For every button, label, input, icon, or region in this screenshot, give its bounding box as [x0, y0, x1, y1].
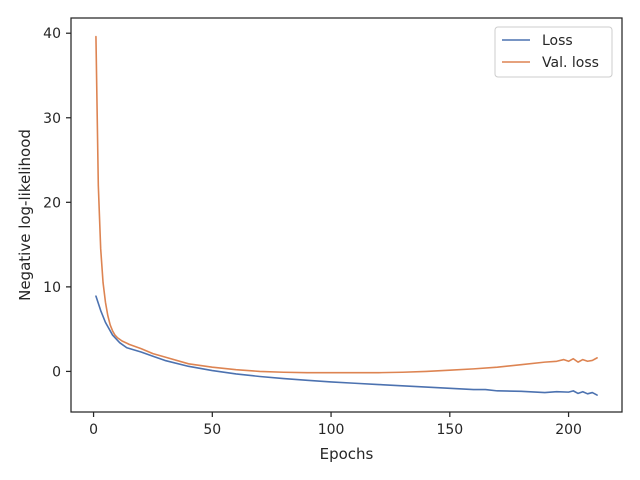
- series-line-0: [95, 295, 598, 396]
- series-layer: [95, 35, 598, 396]
- y-tick-label-2: 20: [43, 195, 61, 211]
- y-tick-label-4: 40: [43, 26, 61, 42]
- y-axis-label: Negative log-likelihood: [16, 129, 34, 301]
- y-tick-label-1: 10: [43, 280, 61, 296]
- x-tick-label-0: 0: [89, 422, 98, 438]
- x-tick-label-3: 150: [436, 422, 463, 438]
- plot-frame: [70, 17, 623, 413]
- legend-label-0: Loss: [542, 33, 573, 49]
- y-ticks: 0 10 20 30 40: [43, 26, 71, 380]
- y-tick-label-3: 30: [43, 111, 61, 127]
- series-line-1: [95, 35, 598, 374]
- x-axis-label: Epochs: [320, 445, 374, 463]
- plot-background: [71, 18, 622, 412]
- x-tick-label-2: 100: [318, 422, 345, 438]
- legend: Loss Val. loss: [494, 26, 613, 78]
- x-ticks: 0 50 100 150 200: [89, 412, 582, 438]
- x-tick-label-1: 50: [203, 422, 221, 438]
- legend-label-1: Val. loss: [542, 55, 599, 71]
- y-tick-label-0: 0: [52, 364, 61, 380]
- x-tick-label-4: 200: [555, 422, 582, 438]
